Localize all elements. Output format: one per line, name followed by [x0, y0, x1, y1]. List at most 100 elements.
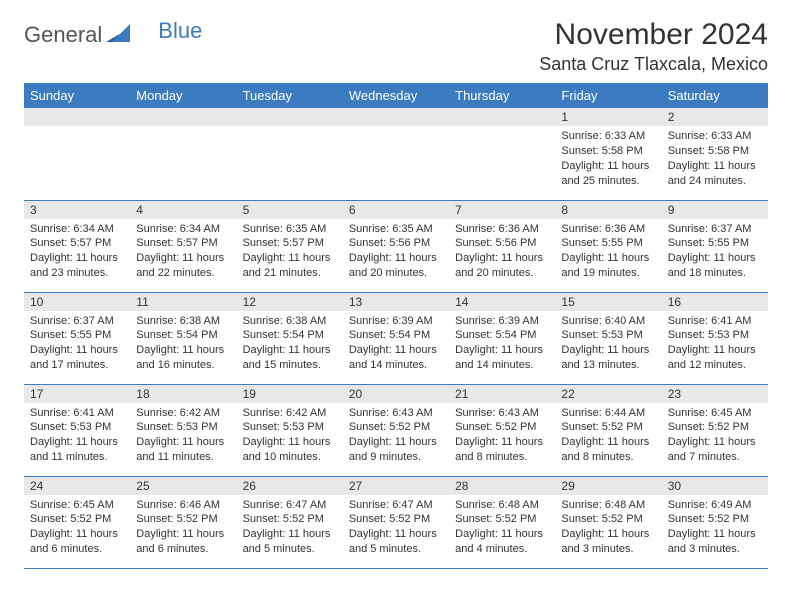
- daylight-text: Daylight: 11 hours and 16 minutes.: [136, 343, 230, 373]
- day-body: [343, 126, 449, 133]
- day-body: [24, 126, 130, 133]
- calendar-cell: 5Sunrise: 6:35 AMSunset: 5:57 PMDaylight…: [237, 200, 343, 292]
- day-body: Sunrise: 6:47 AMSunset: 5:52 PMDaylight:…: [343, 495, 449, 561]
- sunset-text: Sunset: 5:54 PM: [455, 328, 549, 343]
- day-number: 7: [449, 201, 555, 219]
- day-number: 17: [24, 385, 130, 403]
- calendar-cell: 4Sunrise: 6:34 AMSunset: 5:57 PMDaylight…: [130, 200, 236, 292]
- sunrise-text: Sunrise: 6:48 AM: [455, 498, 549, 513]
- daylight-text: Daylight: 11 hours and 25 minutes.: [561, 159, 655, 189]
- day-body: Sunrise: 6:38 AMSunset: 5:54 PMDaylight:…: [237, 311, 343, 377]
- sunset-text: Sunset: 5:53 PM: [561, 328, 655, 343]
- sunrise-text: Sunrise: 6:39 AM: [455, 314, 549, 329]
- day-number: [449, 108, 555, 126]
- daylight-text: Daylight: 11 hours and 5 minutes.: [243, 527, 337, 557]
- sunset-text: Sunset: 5:55 PM: [561, 236, 655, 251]
- calendar-cell: 3 Sunrise: 6:34 AMSunset: 5:57 PMDaylight…: [24, 200, 130, 292]
- calendar-cell: 9Sunrise: 6:37 AMSunset: 5:55 PMDaylight…: [662, 200, 768, 292]
- calendar-cell: 10Sunrise: 6:37 AMSunset: 5:55 PMDayligh…: [24, 292, 130, 384]
- sunset-text: Sunset: 5:52 PM: [30, 512, 124, 527]
- calendar-row: 10Sunrise: 6:37 AMSunset: 5:55 PMDayligh…: [24, 292, 768, 384]
- day-body: Sunrise: 6:45 AMSunset: 5:52 PMDaylight:…: [24, 495, 130, 561]
- calendar-body: 1Sunrise: 6:33 AMSunset: 5:58 PMDaylight…: [24, 108, 768, 568]
- sunset-text: Sunset: 5:58 PM: [561, 144, 655, 159]
- calendar-row: 24Sunrise: 6:45 AMSunset: 5:52 PMDayligh…: [24, 476, 768, 568]
- sunset-text: Sunset: 5:58 PM: [668, 144, 762, 159]
- day-number: [237, 108, 343, 126]
- calendar-cell: 24Sunrise: 6:45 AMSunset: 5:52 PMDayligh…: [24, 476, 130, 568]
- daylight-text: Daylight: 11 hours and 23 minutes.: [30, 251, 124, 281]
- logo-triangle-icon: [106, 24, 130, 47]
- calendar-cell: 16Sunrise: 6:41 AMSunset: 5:53 PMDayligh…: [662, 292, 768, 384]
- sunset-text: Sunset: 5:54 PM: [243, 328, 337, 343]
- calendar-cell: 11Sunrise: 6:38 AMSunset: 5:54 PMDayligh…: [130, 292, 236, 384]
- day-body: Sunrise: 6:41 AMSunset: 5:53 PMDaylight:…: [24, 403, 130, 469]
- day-number: 3: [24, 201, 130, 219]
- day-body: Sunrise: 6:34 AMSunset: 5:57 PMDaylight:…: [130, 219, 236, 285]
- daylight-text: Daylight: 11 hours and 19 minutes.: [561, 251, 655, 281]
- sunrise-text: Sunrise: 6:45 AM: [668, 406, 762, 421]
- day-number: 14: [449, 293, 555, 311]
- sunrise-text: Sunrise: 6:36 AM: [455, 222, 549, 237]
- daylight-text: Daylight: 11 hours and 15 minutes.: [243, 343, 337, 373]
- weekday-header-row: SundayMondayTuesdayWednesdayThursdayFrid…: [24, 83, 768, 108]
- logo: General Blue: [24, 18, 178, 48]
- day-body: Sunrise: 6:43 AMSunset: 5:52 PMDaylight:…: [343, 403, 449, 469]
- daylight-text: Daylight: 11 hours and 13 minutes.: [561, 343, 655, 373]
- daylight-text: Daylight: 11 hours and 7 minutes.: [668, 435, 762, 465]
- daylight-text: Daylight: 11 hours and 3 minutes.: [668, 527, 762, 557]
- day-number: 23: [662, 385, 768, 403]
- day-number: 1: [555, 108, 661, 126]
- calendar-cell: 1Sunrise: 6:33 AMSunset: 5:58 PMDaylight…: [555, 108, 661, 200]
- day-body: Sunrise: 6:42 AMSunset: 5:53 PMDaylight:…: [130, 403, 236, 469]
- calendar-cell: 28Sunrise: 6:48 AMSunset: 5:52 PMDayligh…: [449, 476, 555, 568]
- header: General Blue November 2024 Santa Cruz Tl…: [24, 18, 768, 75]
- day-body: Sunrise: 6:40 AMSunset: 5:53 PMDaylight:…: [555, 311, 661, 377]
- daylight-text: Daylight: 11 hours and 10 minutes.: [243, 435, 337, 465]
- sunset-text: Sunset: 5:52 PM: [668, 420, 762, 435]
- calendar-cell: 8Sunrise: 6:36 AMSunset: 5:55 PMDaylight…: [555, 200, 661, 292]
- day-body: Sunrise: 6:37 AMSunset: 5:55 PMDaylight:…: [662, 219, 768, 285]
- sunset-text: Sunset: 5:57 PM: [30, 236, 124, 251]
- calendar-cell: 20Sunrise: 6:43 AMSunset: 5:52 PMDayligh…: [343, 384, 449, 476]
- day-number: 19: [237, 385, 343, 403]
- sunrise-text: Sunrise: 6:37 AM: [668, 222, 762, 237]
- calendar-cell: 22Sunrise: 6:44 AMSunset: 5:52 PMDayligh…: [555, 384, 661, 476]
- day-number: 29: [555, 477, 661, 495]
- sunset-text: Sunset: 5:54 PM: [136, 328, 230, 343]
- sunrise-text: Sunrise: 6:49 AM: [668, 498, 762, 513]
- sunrise-text: Sunrise: 6:34 AM: [30, 222, 124, 237]
- sunset-text: Sunset: 5:52 PM: [561, 420, 655, 435]
- day-number: 18: [130, 385, 236, 403]
- day-number: 26: [237, 477, 343, 495]
- sunset-text: Sunset: 5:53 PM: [668, 328, 762, 343]
- sunset-text: Sunset: 5:56 PM: [455, 236, 549, 251]
- daylight-text: Daylight: 11 hours and 22 minutes.: [136, 251, 230, 281]
- calendar-cell: 27Sunrise: 6:47 AMSunset: 5:52 PMDayligh…: [343, 476, 449, 568]
- calendar-cell: 30Sunrise: 6:49 AMSunset: 5:52 PMDayligh…: [662, 476, 768, 568]
- calendar-cell: 15Sunrise: 6:40 AMSunset: 5:53 PMDayligh…: [555, 292, 661, 384]
- weekday-header: Sunday: [24, 83, 130, 108]
- calendar-cell: 13Sunrise: 6:39 AMSunset: 5:54 PMDayligh…: [343, 292, 449, 384]
- sunset-text: Sunset: 5:57 PM: [243, 236, 337, 251]
- daylight-text: Daylight: 11 hours and 24 minutes.: [668, 159, 762, 189]
- daylight-text: Daylight: 11 hours and 8 minutes.: [455, 435, 549, 465]
- day-body: Sunrise: 6:43 AMSunset: 5:52 PMDaylight:…: [449, 403, 555, 469]
- daylight-text: Daylight: 11 hours and 5 minutes.: [349, 527, 443, 557]
- calendar-cell: [237, 108, 343, 200]
- day-number: 25: [130, 477, 236, 495]
- calendar-cell: [449, 108, 555, 200]
- day-number: 27: [343, 477, 449, 495]
- day-number: 21: [449, 385, 555, 403]
- daylight-text: Daylight: 11 hours and 4 minutes.: [455, 527, 549, 557]
- sunset-text: Sunset: 5:52 PM: [668, 512, 762, 527]
- day-number: 28: [449, 477, 555, 495]
- weekday-header: Thursday: [449, 83, 555, 108]
- day-body: Sunrise: 6:48 AMSunset: 5:52 PMDaylight:…: [449, 495, 555, 561]
- day-body: Sunrise: 6:35 AMSunset: 5:57 PMDaylight:…: [237, 219, 343, 285]
- daylight-text: Daylight: 11 hours and 11 minutes.: [136, 435, 230, 465]
- daylight-text: Daylight: 11 hours and 20 minutes.: [455, 251, 549, 281]
- sunrise-text: Sunrise: 6:43 AM: [349, 406, 443, 421]
- day-body: [237, 126, 343, 133]
- sunset-text: Sunset: 5:52 PM: [349, 512, 443, 527]
